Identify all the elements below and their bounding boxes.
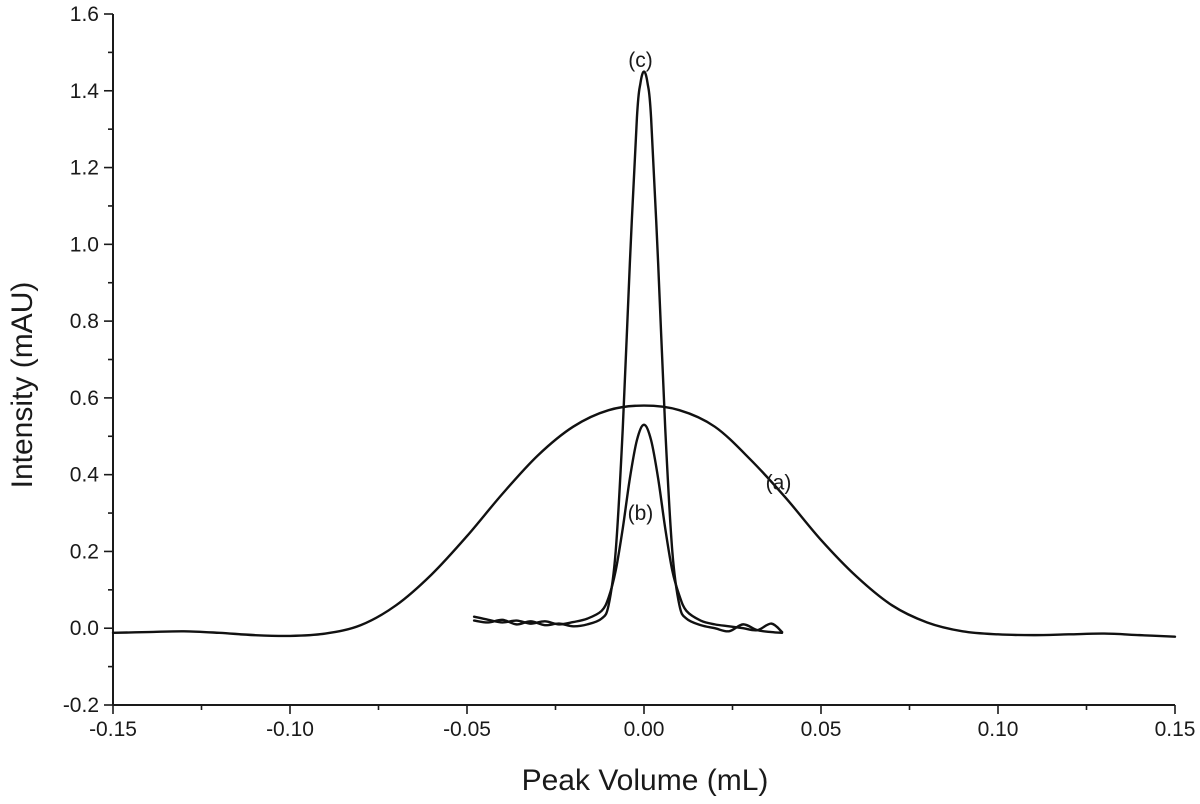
series-layer [111, 70, 1177, 638]
y-tick-label: 0.4 [70, 464, 100, 487]
x-tick-label: 0.10 [978, 718, 1019, 741]
x-axis-title: Peak Volume (mL) [522, 764, 769, 797]
y-axis-title: Intensity (mAU) [6, 282, 39, 489]
series-line-b [472, 423, 784, 634]
x-tick-label: 0.15 [1155, 718, 1196, 741]
x-tick-label: 0.05 [801, 718, 842, 741]
curve-labels: (a) (b) (c) [628, 49, 792, 525]
series-line-c [472, 70, 784, 635]
series-line-a [111, 404, 1177, 638]
y-tick-label: 1.4 [70, 80, 100, 103]
y-tick-label: 1.0 [70, 233, 99, 256]
axes [112, 14, 1175, 706]
y-tick-label: 1.6 [70, 3, 99, 26]
y-tick-label: 1.2 [70, 157, 99, 180]
curve-label-b: (b) [628, 502, 654, 525]
x-tick-label: -0.15 [89, 718, 137, 741]
y-tick-label: 0.0 [70, 617, 99, 640]
curve-label-a: (a) [766, 471, 792, 494]
ticks: -0.15 -0.10 -0.05 0.00 0.05 0.10 0.15 -0.2 0.0 0.… [63, 3, 1196, 741]
x-tick-label: 0.00 [624, 718, 665, 741]
x-tick-label: -0.05 [443, 718, 491, 741]
y-tick-label: -0.2 [63, 694, 99, 717]
y-tick-label: 0.6 [70, 387, 99, 410]
y-tick-label: 0.8 [70, 310, 99, 333]
y-tick-label: 0.2 [70, 540, 99, 563]
curve-label-c: (c) [628, 49, 653, 72]
x-tick-label: -0.10 [266, 718, 314, 741]
